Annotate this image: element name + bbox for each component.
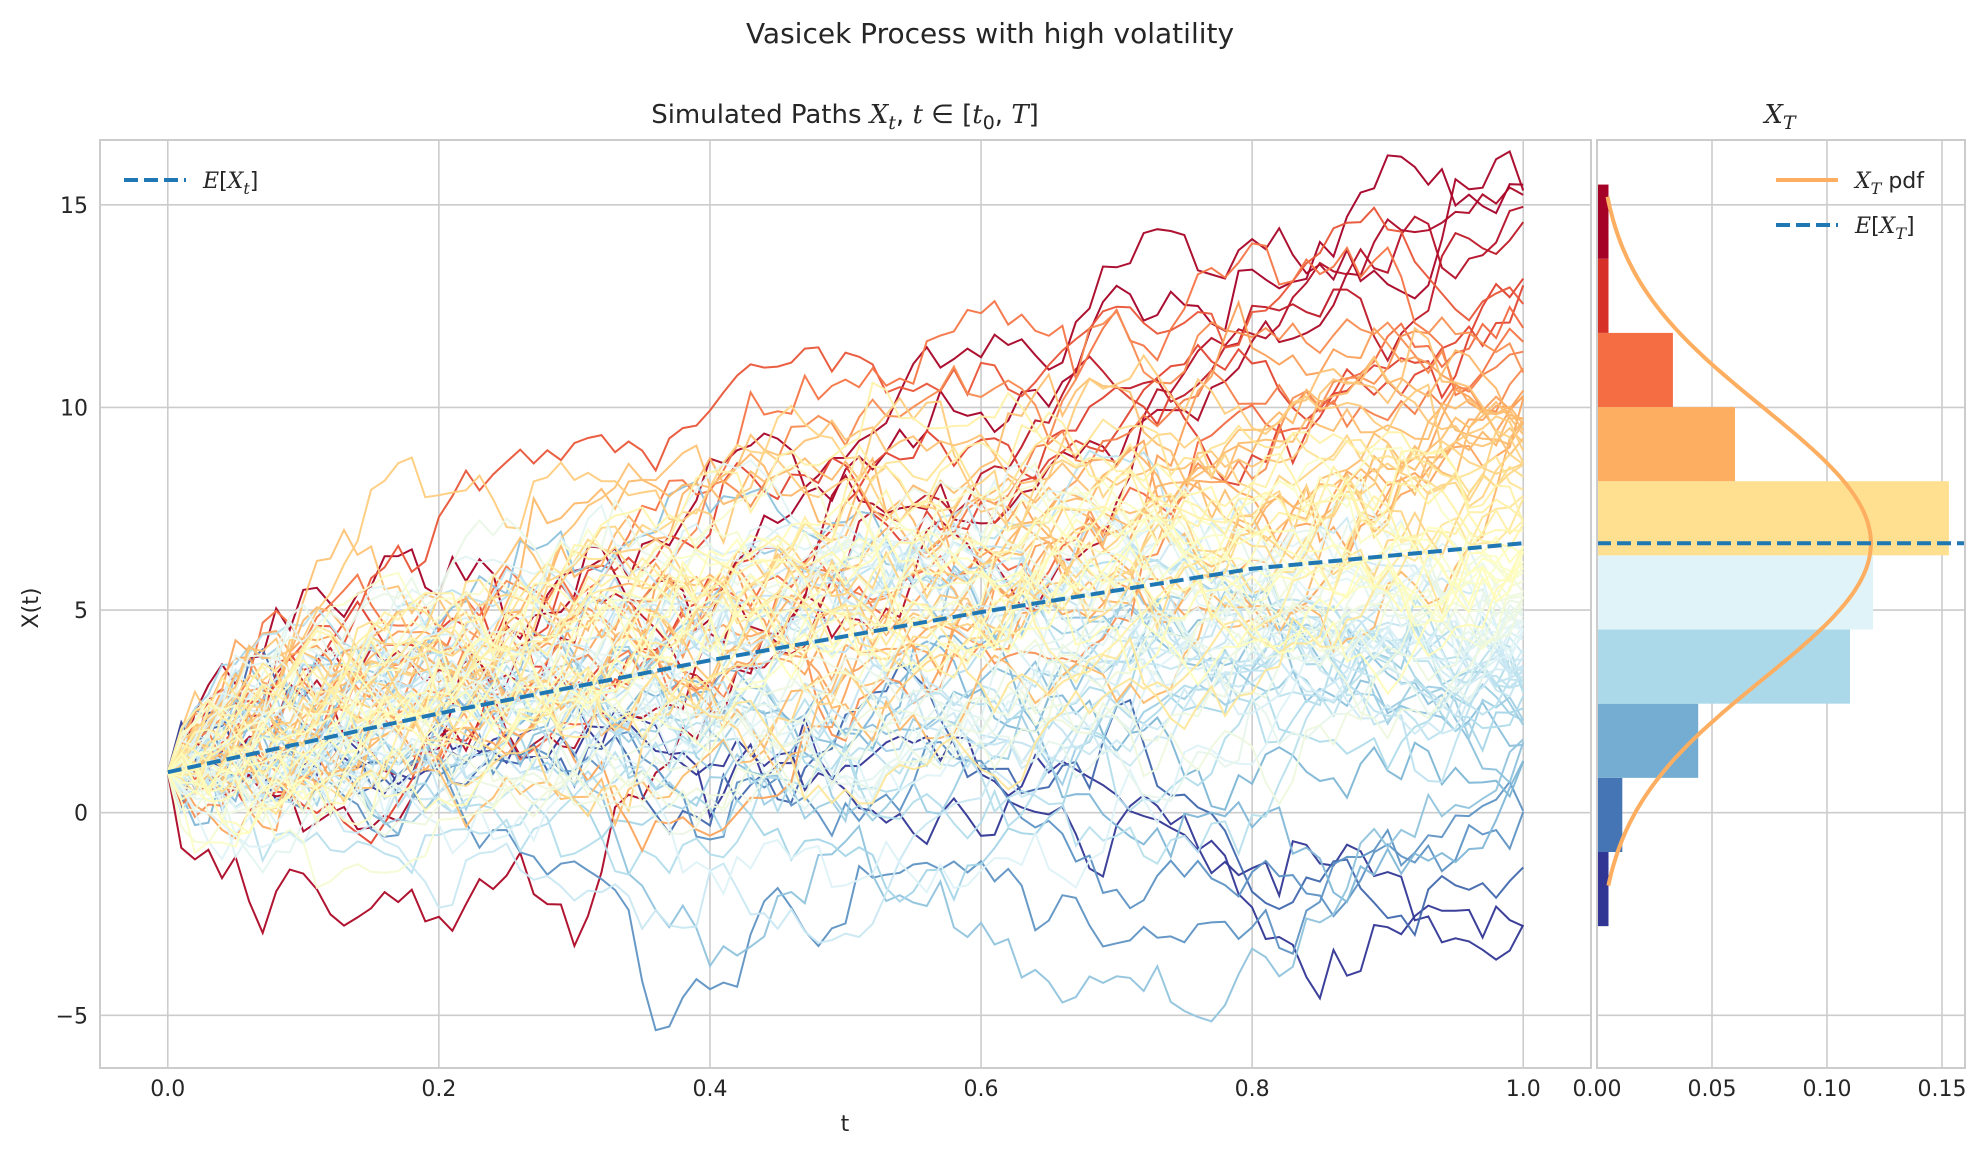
simulated-path [167, 498, 1524, 835]
simulated-path [166, 707, 1525, 1032]
simulated-path [166, 542, 1524, 836]
main-legend: E[Xt] [124, 169, 258, 198]
histogram-bar [1597, 703, 1699, 778]
simulated-path [167, 626, 1524, 875]
main-x-tick-label: 0.2 [421, 1077, 456, 1102]
histogram-bar [1597, 332, 1673, 408]
histogram-bar [1597, 555, 1873, 630]
side-frame [1596, 139, 1966, 1069]
main-x-tick-label: 1.0 [1506, 1077, 1541, 1102]
side-legend: XT pdf E[XT] [1776, 169, 1925, 243]
simulated-path [166, 590, 1524, 803]
main-y-ticks: −5 0 5 10 15 [56, 194, 88, 1029]
simulated-path [167, 446, 1524, 789]
simulated-path [166, 411, 1524, 776]
simulated-path [166, 448, 1524, 773]
side-grid [1596, 140, 1965, 1068]
simulated-path [166, 452, 1525, 773]
simulated-path [167, 353, 1525, 794]
terminal-distribution-panel: 0.00 0.05 0.10 0.15 XT XT pdf E[XT] [1573, 100, 1967, 1102]
simulated-path [167, 649, 1524, 1023]
simulated-path [167, 498, 1524, 779]
figure-suptitle: Vasicek Process with high volatility [746, 17, 1234, 50]
main-y-tick-label: 0 [74, 802, 88, 827]
simulated-path [167, 553, 1524, 822]
main-y-label: X(t) [19, 588, 44, 629]
simulated-path [167, 633, 1525, 904]
side-x-ticks: 0.00 0.05 0.10 0.15 [1573, 1077, 1967, 1102]
simulated-path [166, 595, 1524, 828]
simulated-path [166, 242, 1524, 773]
simulated-path [166, 452, 1524, 818]
pdf-curve [1605, 196, 1873, 887]
main-x-tick-label: 0.8 [1235, 1077, 1270, 1102]
histogram-bar [1597, 258, 1609, 333]
expected-value-line [167, 541, 1524, 775]
histogram-bar [1597, 777, 1623, 853]
simulated-path [166, 461, 1524, 890]
simulated-paths [166, 150, 1525, 1032]
simulated-paths-panel: 0.0 0.2 0.4 0.6 0.8 1.0 −5 0 5 10 15 Simulated Pa… [19, 100, 1592, 1137]
main-x-tick-label: 0.0 [150, 1077, 185, 1102]
simulated-path [167, 154, 1524, 774]
side-x-tick-label: 0.10 [1803, 1077, 1852, 1102]
expected-value-line-path [167, 541, 1524, 775]
pdf-curve-path [1605, 196, 1873, 887]
side-x-tick-label: 0.15 [1918, 1077, 1967, 1102]
simulated-path [167, 418, 1524, 795]
side-title: XT [1762, 100, 1797, 134]
side-x-tick-label: 0.00 [1573, 1077, 1622, 1102]
simulated-path [166, 632, 1524, 903]
main-y-tick-label: 15 [60, 194, 88, 219]
simulated-path [167, 495, 1524, 805]
simulated-path [167, 326, 1524, 773]
simulated-path [167, 511, 1524, 774]
main-x-tick-label: 0.6 [964, 1077, 999, 1102]
simulated-path [167, 603, 1524, 875]
simulated-path [167, 405, 1524, 773]
histogram-bar [1597, 629, 1850, 704]
main-x-tick-label: 0.4 [692, 1077, 727, 1102]
simulated-path [167, 381, 1525, 797]
simulated-path [167, 316, 1525, 788]
histogram-bar [1597, 184, 1609, 259]
main-frame [99, 139, 1592, 1069]
main-x-ticks: 0.0 0.2 0.4 0.6 0.8 1.0 [150, 1077, 1540, 1102]
simulated-path [167, 619, 1524, 944]
simulated-path [166, 355, 1524, 773]
simulated-path [167, 299, 1525, 775]
simulated-path [167, 595, 1525, 840]
pdf-legend-label: XT pdf [1853, 169, 1925, 198]
simulated-path [166, 676, 1524, 1001]
histogram-bar [1597, 852, 1609, 927]
simulated-path [166, 480, 1524, 773]
main-y-tick-label: −5 [56, 1004, 88, 1029]
simulated-path [167, 518, 1525, 817]
main-x-label: t [841, 1112, 850, 1137]
simulated-path [167, 553, 1524, 818]
simulated-path [167, 413, 1524, 792]
histogram-bar [1597, 407, 1735, 482]
main-y-tick-label: 5 [74, 599, 88, 624]
main-legend-label: E[Xt] [202, 169, 258, 198]
main-y-tick-label: 10 [60, 396, 88, 421]
simulated-path [166, 186, 1524, 949]
side-x-tick-label: 0.05 [1688, 1077, 1737, 1102]
simulated-path [166, 546, 1525, 803]
main-title: Simulated Paths Xt, t ∈ [t0, T] [651, 100, 1039, 134]
ex-legend-label: E[XT] [1854, 214, 1915, 243]
